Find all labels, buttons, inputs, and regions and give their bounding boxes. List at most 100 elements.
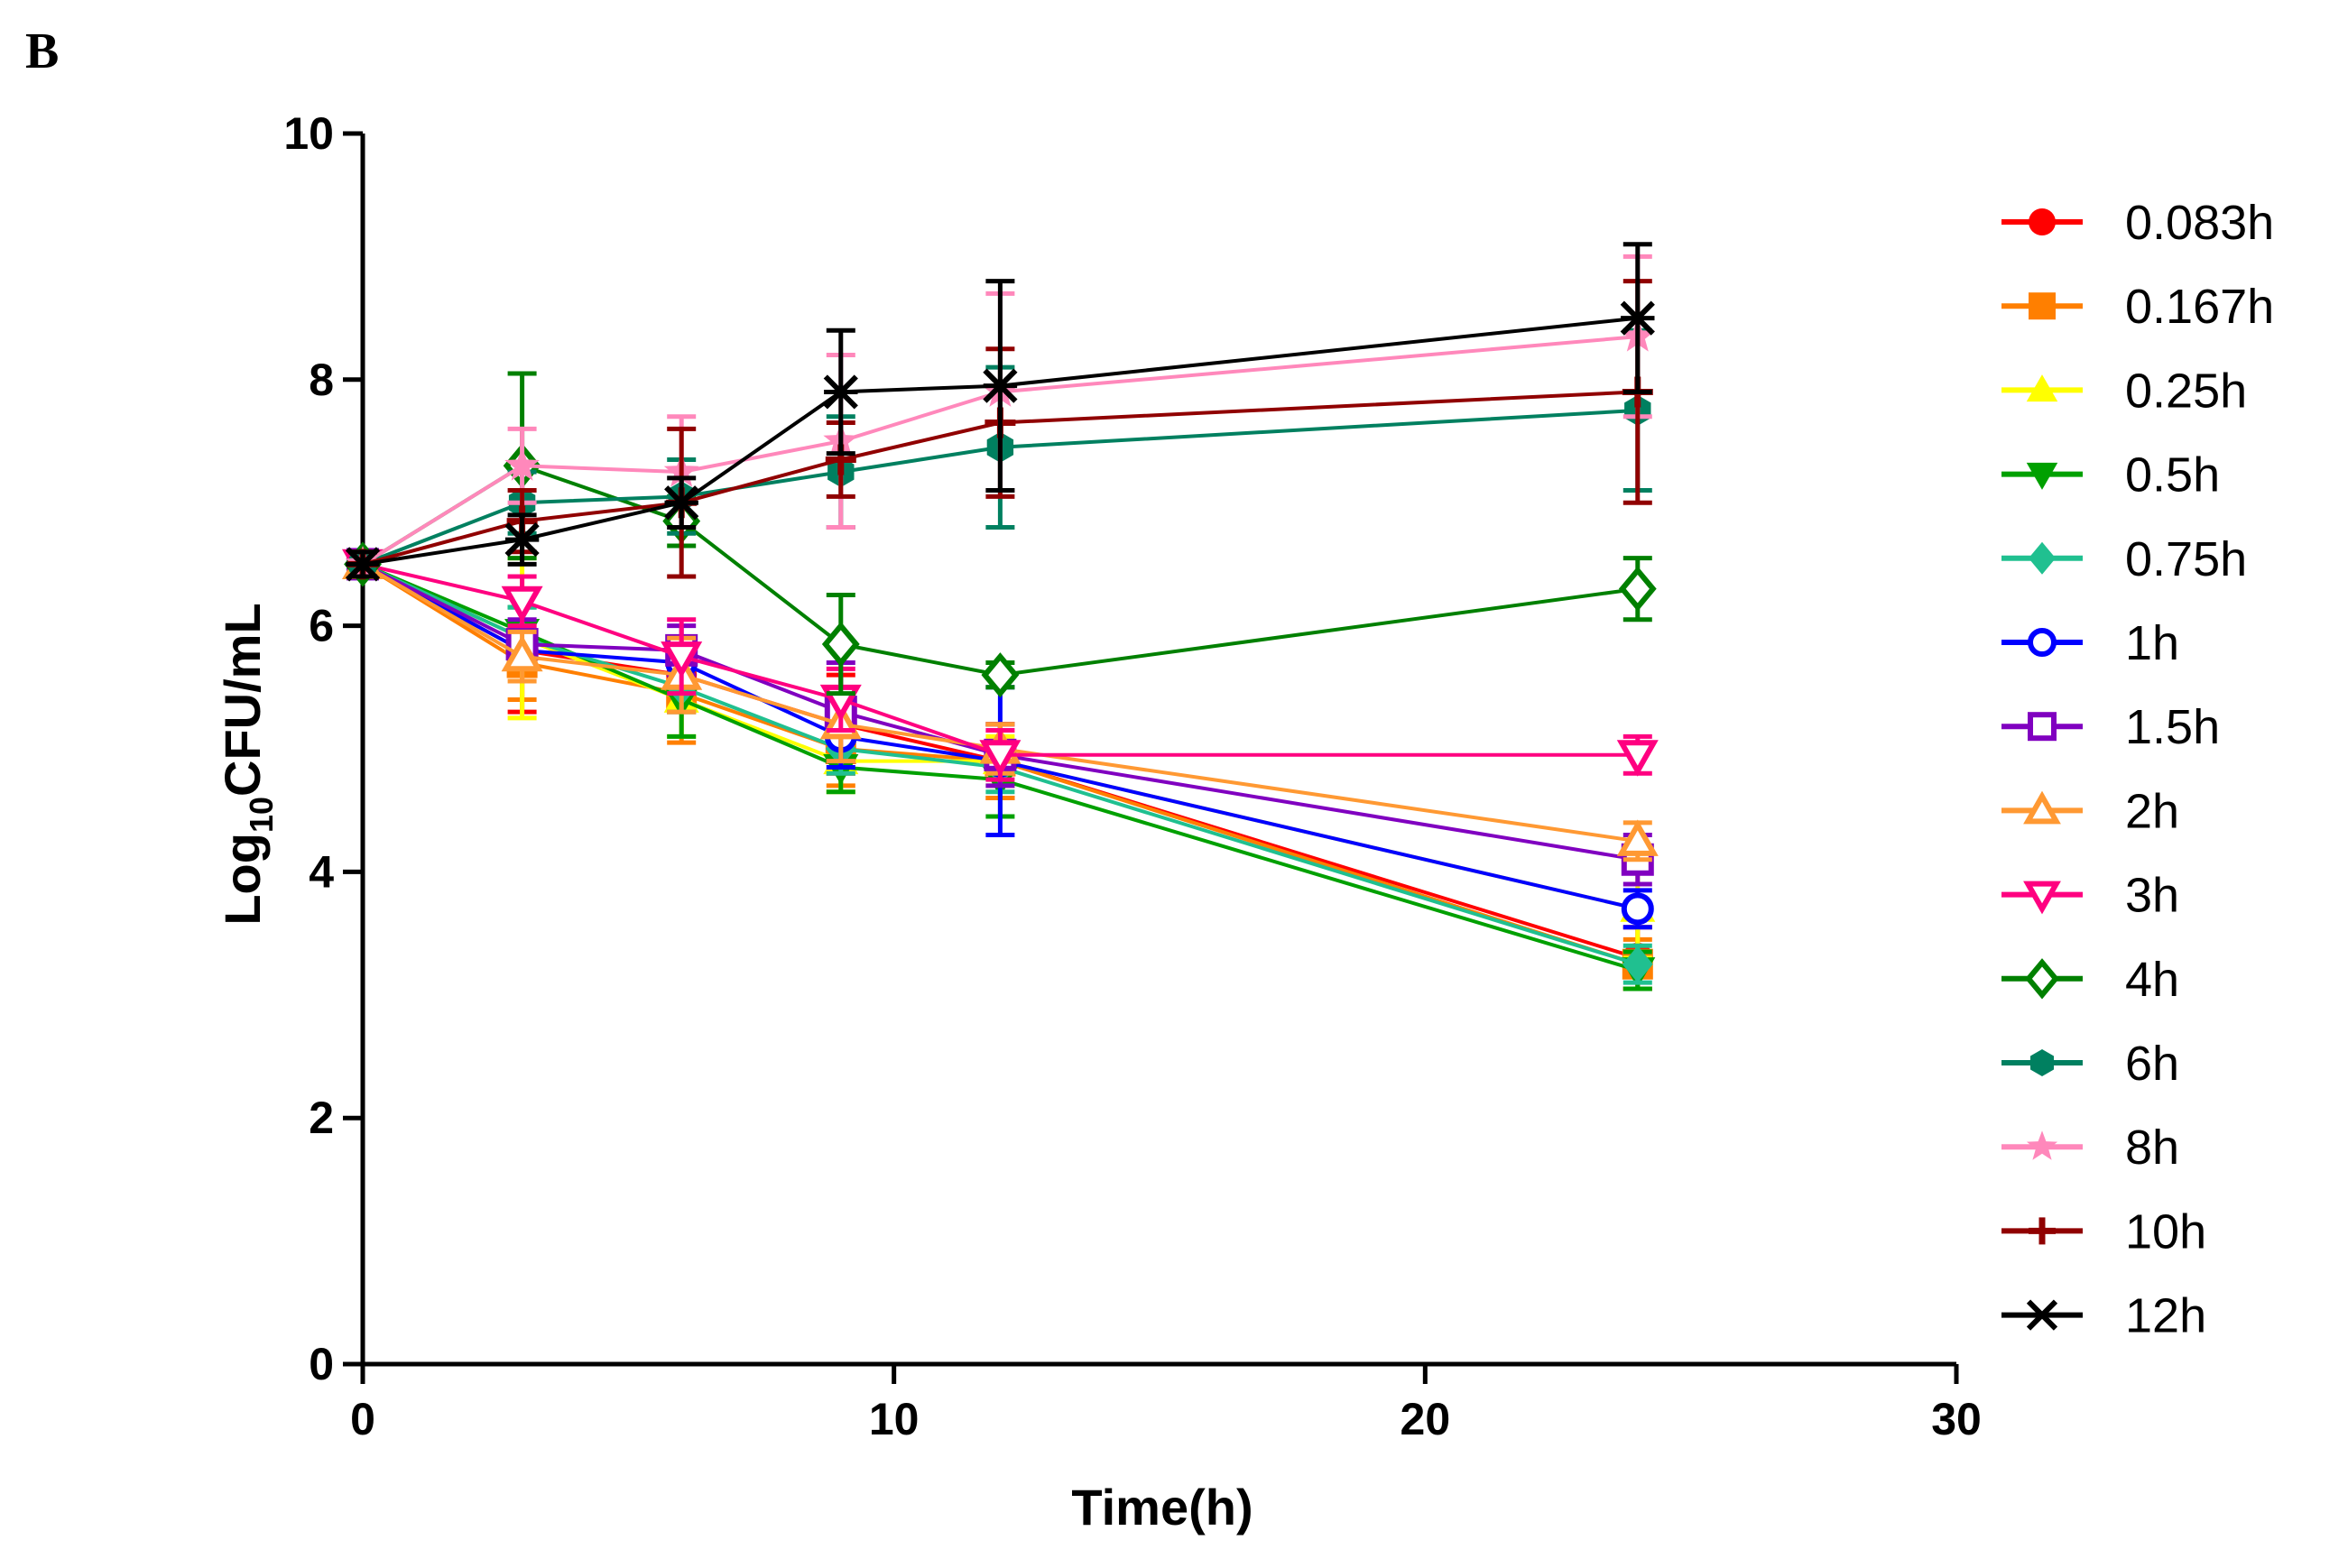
y-tick-label: 8 bbox=[309, 355, 334, 405]
marker-shape bbox=[501, 634, 543, 672]
legend-marker bbox=[2026, 374, 2058, 402]
x-tick-label: 30 bbox=[1931, 1394, 1982, 1444]
legend-marker bbox=[2025, 958, 2059, 1000]
data-point bbox=[1622, 945, 1653, 983]
legend-marker bbox=[2029, 541, 2056, 575]
legend-label: 12h bbox=[2125, 1289, 2206, 1343]
marker-shape bbox=[979, 740, 1021, 777]
legend-marker bbox=[2029, 292, 2056, 320]
data-point bbox=[504, 521, 540, 558]
legend-marker bbox=[2028, 628, 2057, 657]
legend: 0.083h 0.167h 0.25h 0.5h 0.75h 1h 1.5h 2h 3h 4h 6h… bbox=[2001, 196, 2274, 1343]
marker-shape bbox=[2030, 1049, 2054, 1076]
data-point bbox=[504, 447, 540, 481]
legend-label: 6h bbox=[2125, 1037, 2179, 1091]
legend-item: 4h bbox=[2001, 953, 2179, 1007]
marker-shape bbox=[1616, 740, 1659, 777]
legend-item: 12h bbox=[2001, 1289, 2206, 1343]
data-point bbox=[664, 485, 699, 521]
legend-item: 6h bbox=[2001, 1037, 2179, 1091]
marker-shape bbox=[501, 586, 543, 623]
x-tick-label: 20 bbox=[1400, 1394, 1451, 1444]
legend-label: 0.25h bbox=[2125, 364, 2247, 418]
marker-shape bbox=[1622, 945, 1653, 983]
data-point bbox=[823, 374, 858, 410]
series-line bbox=[362, 562, 1638, 757]
legend-marker bbox=[2029, 208, 2056, 235]
legend-label: 10h bbox=[2125, 1204, 2206, 1259]
marker-shape bbox=[2023, 881, 2061, 915]
y-tick-label: 4 bbox=[309, 846, 334, 897]
y-tick-label: 6 bbox=[309, 601, 334, 651]
marker-shape bbox=[2026, 374, 2058, 402]
y-axis-title: Log10CFU/mL bbox=[214, 603, 280, 925]
data-point bbox=[981, 652, 1020, 698]
marker-shape bbox=[2026, 1130, 2058, 1160]
legend-label: 1.5h bbox=[2125, 700, 2220, 754]
data-point bbox=[501, 586, 543, 623]
legend-label: 0.5h bbox=[2125, 448, 2220, 503]
data-point bbox=[661, 641, 703, 678]
series-line bbox=[361, 562, 1639, 844]
panel-label: B bbox=[25, 23, 59, 79]
data-point bbox=[345, 547, 381, 582]
legend-item: 1h bbox=[2001, 616, 2179, 670]
legend-item: 2h bbox=[2001, 784, 2179, 838]
series-line bbox=[362, 408, 1638, 567]
y-tick-label: 0 bbox=[309, 1339, 334, 1389]
marker-shape bbox=[1618, 566, 1657, 612]
marker-shape bbox=[2028, 628, 2057, 657]
y-tick-label: 10 bbox=[283, 108, 334, 159]
series-line bbox=[362, 316, 1639, 567]
legend-item: 10h bbox=[2001, 1204, 2206, 1259]
series-line bbox=[362, 390, 1638, 567]
axes: 0 2 4 6 8 10 0 10 20 30 bbox=[283, 108, 1981, 1444]
marker-shape bbox=[1621, 892, 1654, 926]
x-axis-title: Time(h) bbox=[1071, 1479, 1253, 1536]
marker-shape bbox=[981, 652, 1020, 698]
legend-item: 0.167h bbox=[2001, 280, 2274, 334]
svg-text:Log10CFU/mL: Log10CFU/mL bbox=[214, 603, 280, 925]
data-point bbox=[1616, 740, 1659, 777]
marker-shape bbox=[504, 447, 540, 481]
marker-shape bbox=[2023, 790, 2061, 825]
legend-item: 8h bbox=[2001, 1121, 2179, 1175]
legend-item: 0.25h bbox=[2001, 364, 2247, 418]
data-point bbox=[1616, 819, 1659, 856]
marker-shape bbox=[821, 621, 860, 668]
data-point bbox=[1618, 566, 1657, 612]
series-line bbox=[361, 562, 1639, 966]
marker-shape bbox=[2029, 541, 2056, 575]
legend-item: 3h bbox=[2001, 869, 2179, 923]
data-point bbox=[501, 634, 543, 672]
x-tick-label: 10 bbox=[869, 1394, 920, 1444]
marker-shape bbox=[2029, 208, 2056, 235]
legend-item: 1.5h bbox=[2001, 700, 2220, 754]
series-12h bbox=[345, 242, 1655, 582]
marker-shape bbox=[2029, 292, 2056, 320]
series-line bbox=[361, 335, 1638, 567]
legend-item: 0.5h bbox=[2001, 448, 2220, 503]
series-layer bbox=[341, 242, 1659, 992]
y-axis-title-rest: CFU/mL bbox=[214, 603, 271, 797]
legend-label: 2h bbox=[2125, 784, 2179, 838]
legend-marker bbox=[2026, 1130, 2058, 1160]
data-point bbox=[1620, 300, 1655, 336]
legend-item: 0.75h bbox=[2001, 532, 2247, 586]
y-axis-title-sub: 10 bbox=[243, 797, 280, 833]
x-tick-label: 0 bbox=[350, 1394, 375, 1444]
legend-label: 0.167h bbox=[2125, 280, 2274, 334]
data-point bbox=[983, 368, 1018, 403]
marker-shape bbox=[1616, 819, 1659, 856]
y-tick-label: 2 bbox=[309, 1093, 334, 1143]
legend-marker bbox=[2026, 1299, 2058, 1331]
data-point bbox=[1621, 892, 1654, 926]
series-line bbox=[362, 562, 1639, 973]
marker-shape bbox=[661, 641, 703, 678]
series-line bbox=[362, 562, 1639, 966]
legend-label: 1h bbox=[2125, 616, 2179, 670]
legend-marker bbox=[2026, 462, 2058, 490]
marker-shape bbox=[2025, 958, 2059, 1000]
marker-shape bbox=[2028, 712, 2057, 742]
